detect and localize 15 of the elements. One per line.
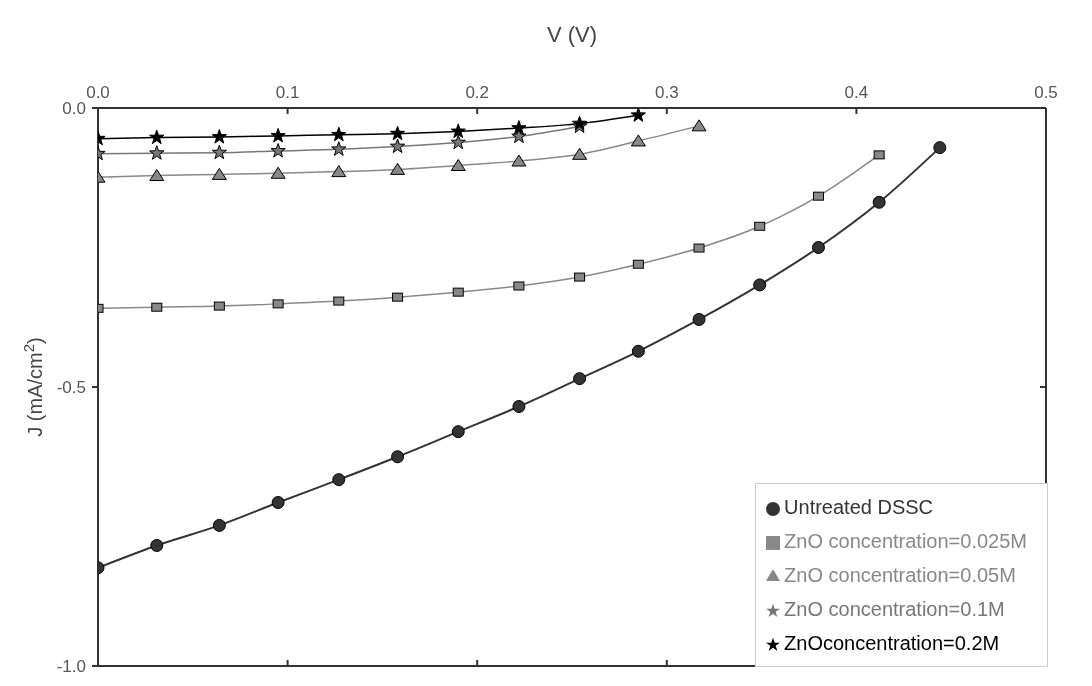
legend-label: ZnO concentration=0.1M xyxy=(784,598,1005,620)
legend-label: Untreated DSSC xyxy=(784,496,934,518)
x-axis-title: V (V) xyxy=(546,21,598,47)
legend-label: ZnO concentration=0.025M xyxy=(784,530,1027,552)
x-tick-label: 0.1 xyxy=(275,83,300,102)
y-tick-label: -0.5 xyxy=(56,378,86,398)
x-tick-label: 0.0 xyxy=(86,83,110,102)
y-tick-label: -1.0 xyxy=(56,657,86,677)
legend-label: ZnOconcentration=0.2M xyxy=(784,632,1000,654)
x-tick-label: 0.3 xyxy=(654,83,679,102)
y-tick-label: 0.0 xyxy=(62,99,86,119)
x-tick-label: 0.5 xyxy=(1034,83,1058,102)
x-tick-label: 0.4 xyxy=(844,83,869,102)
x-tick-label: 0.2 xyxy=(465,83,490,102)
legend-label: ZnO concentration=0.05M xyxy=(784,564,1016,586)
